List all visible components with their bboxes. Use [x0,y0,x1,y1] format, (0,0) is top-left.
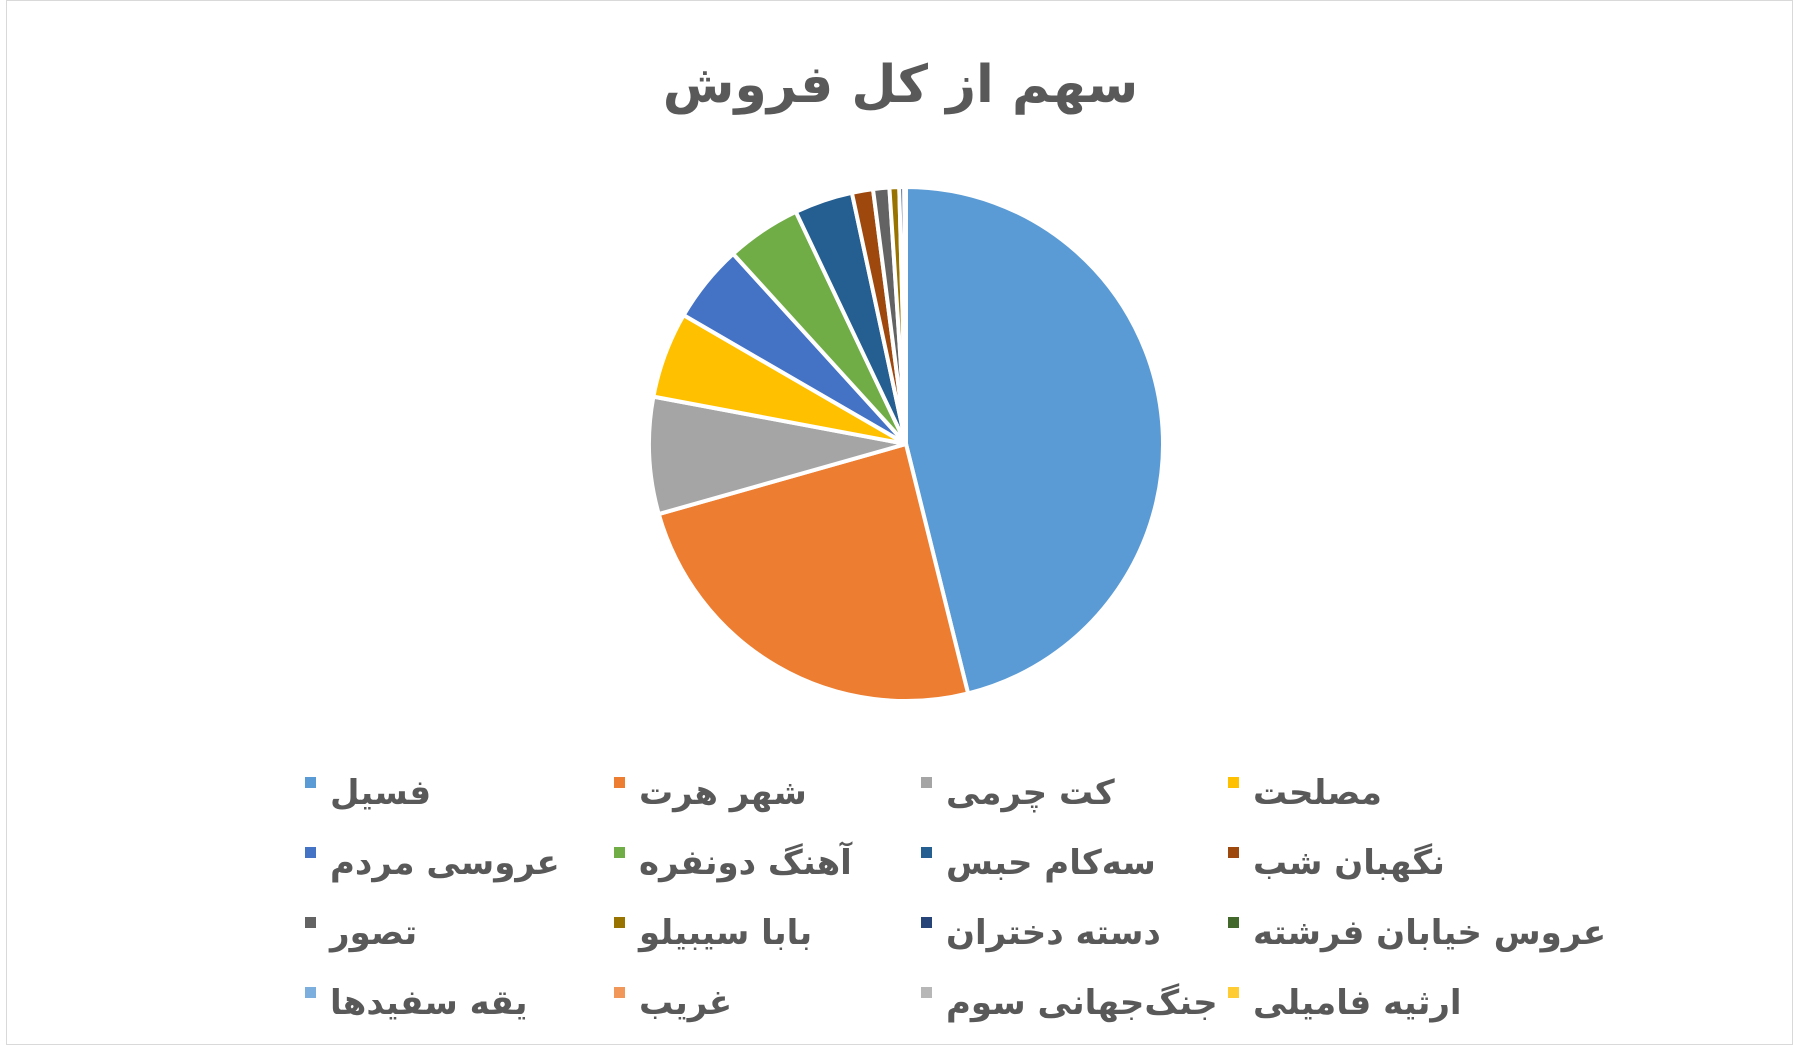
legend-label: مصلحت [1253,773,1382,813]
legend-label: جنگ‌جهانی سوم [946,983,1218,1023]
pie-slice [656,442,971,703]
legend-swatch [921,777,932,788]
legend-label: ارثیه فامیلی [1253,983,1462,1023]
pie-slice [647,394,908,517]
legend-swatch [305,917,316,928]
legend-swatch [1228,987,1239,998]
legend-label: فسیل [330,773,432,813]
legend-swatch [305,847,316,858]
legend-label: غریب [639,983,733,1023]
legend-swatch [614,847,625,858]
legend-label: آهنگ دونفره [639,843,852,883]
legend-label: بابا سیبیلو [639,913,813,953]
legend-swatch [921,987,932,998]
legend-label: نگهبان شب [1253,843,1445,883]
legend-swatch [614,987,625,998]
legend-label: سه‌کام حبس [946,843,1156,883]
legend-swatch [305,987,316,998]
pie-slice [904,185,1165,696]
legend-label: یقه سفیدها [330,983,528,1023]
legend-label: عروس خیابان فرشته [1253,913,1607,953]
legend-swatch [1228,917,1239,928]
legend-swatch [305,777,316,788]
legend-label: تصور [330,913,418,953]
chart-title: سهم از کل فروش [662,55,1139,115]
legend-swatch [614,917,625,928]
legend-swatch [1228,847,1239,858]
legend-label: دسته دختران [946,913,1161,953]
legend-label: شهر هرت [639,773,807,813]
legend-swatch [921,847,932,858]
legend-label: کت چرمی [946,773,1115,813]
legend-label: عروسی مردم [330,843,560,883]
legend-swatch [614,777,625,788]
legend-swatch [1228,777,1239,788]
legend-swatch [921,917,932,928]
